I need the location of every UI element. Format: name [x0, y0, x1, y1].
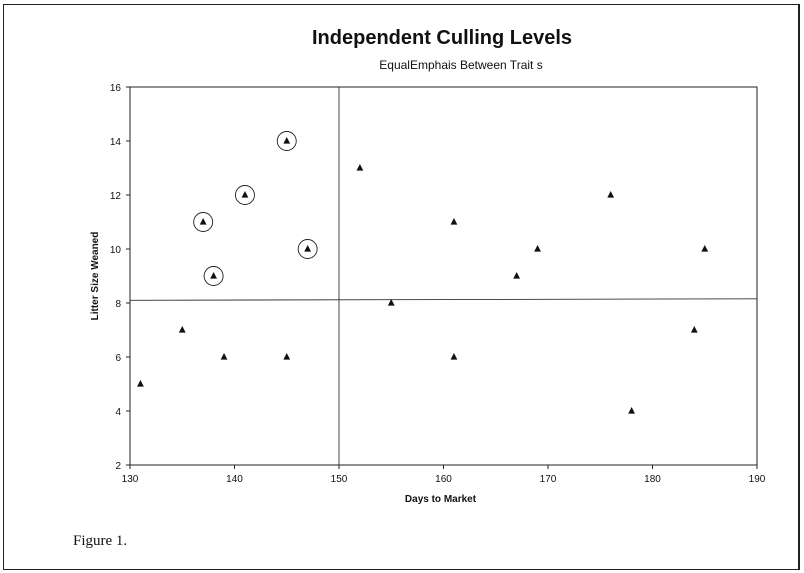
- figure-frame: [3, 4, 800, 570]
- chart-title: Independent Culling Levels: [311, 27, 573, 49]
- data-point: [690, 326, 698, 333]
- y-tick-label: 12: [110, 191, 122, 202]
- data-point: [450, 353, 458, 360]
- data-point: [241, 191, 249, 198]
- y-tick-label: 2: [115, 461, 121, 472]
- figure-caption: Figure 1.: [73, 533, 128, 549]
- data-point: [534, 245, 541, 252]
- data-point: [701, 245, 709, 252]
- selection-circle: [193, 212, 214, 232]
- x-tick-label: 130: [122, 474, 139, 485]
- selection-circle: [234, 185, 255, 205]
- data-point: [628, 407, 635, 414]
- data-point: [304, 245, 312, 252]
- axis-ticks: 130 140 150 160 170 180 190 2 4 6 8 10 12 14 16: [110, 83, 766, 485]
- chart-subtitle: EqualEmphais Between Trait s: [379, 58, 543, 72]
- data-point: [607, 191, 615, 198]
- x-tick-label: 180: [644, 474, 661, 485]
- x-axis-label: Days to Market: [405, 494, 477, 505]
- litter-cutoff-line: [129, 298, 758, 301]
- y-tick-label: 8: [115, 299, 121, 310]
- selection-circle: [276, 131, 297, 151]
- data-point: [199, 218, 207, 225]
- data-point: [356, 164, 364, 171]
- x-tick-label: 190: [749, 474, 766, 485]
- x-tick-label: 160: [435, 474, 452, 485]
- data-points: [137, 131, 709, 414]
- y-tick-label: 14: [110, 137, 122, 148]
- cutoff-lines: [129, 87, 758, 465]
- selection-circle: [297, 239, 318, 259]
- data-point: [178, 326, 186, 333]
- data-point: [450, 218, 458, 225]
- x-tick-label: 140: [226, 474, 243, 485]
- x-tick-label: 150: [331, 474, 348, 485]
- data-point: [513, 272, 521, 279]
- data-point: [283, 353, 291, 360]
- data-point: [210, 272, 217, 279]
- y-tick-label: 4: [115, 407, 121, 418]
- data-point: [387, 299, 395, 306]
- y-tick-label: 16: [110, 83, 122, 94]
- data-point: [283, 137, 291, 144]
- data-point: [220, 353, 228, 360]
- plot-area: [129, 86, 758, 466]
- x-tick-label: 170: [540, 474, 557, 485]
- y-tick-label: 6: [115, 353, 121, 364]
- data-point: [137, 380, 144, 387]
- y-tick-label: 10: [110, 245, 122, 256]
- selection-circle: [203, 266, 224, 286]
- y-axis-label: Litter Size Weaned: [90, 232, 101, 321]
